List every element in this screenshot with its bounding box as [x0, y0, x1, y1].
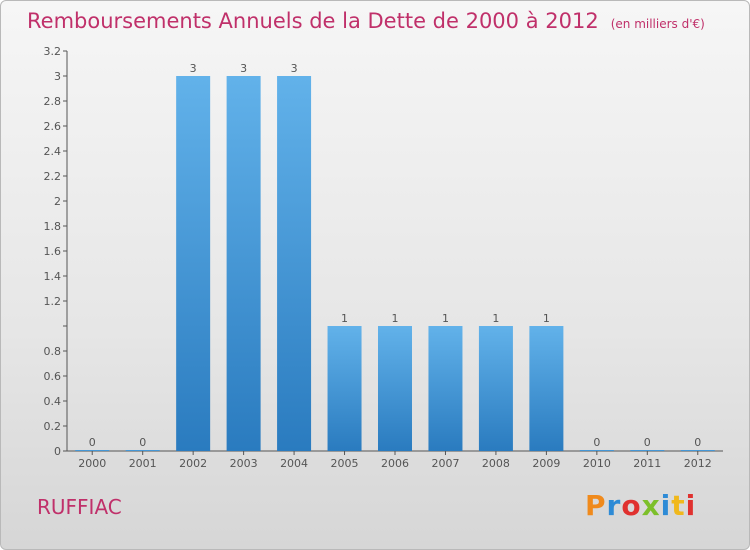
x-tick-label: 2009 [532, 457, 560, 470]
bar [680, 450, 715, 451]
x-tick-label: 2010 [583, 457, 611, 470]
x-tick-label: 2011 [633, 457, 661, 470]
bar [529, 326, 564, 451]
y-tick-label: 0.4 [44, 395, 62, 408]
y-tick-label: 0.6 [44, 370, 62, 383]
bar [277, 76, 312, 451]
bar [428, 326, 463, 451]
bar [478, 326, 513, 451]
logo-letter: P [585, 489, 607, 522]
bar-value-label: 1 [341, 312, 348, 325]
bar-value-label: 1 [442, 312, 449, 325]
bar-value-label: 3 [291, 62, 298, 75]
logo-letter: x [641, 489, 661, 522]
bar [176, 76, 211, 451]
y-tick-label: 1.6 [44, 245, 62, 258]
logo-letter: o [621, 489, 642, 522]
x-tick-label: 2008 [482, 457, 510, 470]
bar-value-label: 1 [492, 312, 499, 325]
logo-letter: i [685, 489, 697, 522]
chart-title: Remboursements Annuels de la Dette de 20… [27, 9, 705, 33]
y-tick-label: 0 [54, 445, 61, 458]
y-tick-label: 0.2 [44, 420, 62, 433]
x-tick-label: 2000 [78, 457, 106, 470]
bar-value-label: 0 [139, 436, 146, 449]
chart-title-text: Remboursements Annuels de la Dette de 20… [27, 9, 599, 33]
bar-value-label: 0 [694, 436, 701, 449]
bar [327, 326, 362, 451]
proxiti-logo: Proxiti [585, 489, 696, 522]
logo-letter: i [660, 489, 672, 522]
logo-letter: r [606, 489, 622, 522]
bar [125, 450, 160, 451]
y-tick-label: 2 [54, 195, 61, 208]
y-tick-label: 2.6 [44, 120, 62, 133]
x-tick-label: 2007 [431, 457, 459, 470]
bar-value-label: 0 [89, 436, 96, 449]
y-tick-label: 3 [54, 70, 61, 83]
y-tick-label: 1.2 [44, 295, 62, 308]
x-tick-label: 2004 [280, 457, 308, 470]
y-tick-label: 2.8 [44, 95, 62, 108]
x-tick-label: 2001 [129, 457, 157, 470]
chart-bars [75, 76, 715, 451]
bar-value-label: 3 [240, 62, 247, 75]
bar-value-label: 1 [392, 312, 399, 325]
bar [75, 450, 110, 451]
x-tick-label: 2012 [684, 457, 712, 470]
logo-letter: t [671, 489, 686, 522]
bar [630, 450, 665, 451]
bar-value-label: 3 [190, 62, 197, 75]
chart-subtitle: (en milliers d'€) [610, 17, 705, 31]
commune-name: RUFFIAC [37, 495, 122, 519]
chart-labels: 2000 0 2001 0 2002 3 2003 3 2004 3 2005 1 2006 1 2007 1… [78, 62, 712, 470]
bar-value-label: 0 [644, 436, 651, 449]
y-tick-label: 2.4 [44, 145, 62, 158]
bar [226, 76, 261, 451]
x-tick-label: 2003 [230, 457, 258, 470]
bar-value-label: 1 [543, 312, 550, 325]
bar-value-label: 0 [593, 436, 600, 449]
y-tick-label: 2.2 [44, 170, 62, 183]
chart-axes: 0 0.2 0.4 0.6 0.8 1.2 1.4 1.6 1.8 2 2.2 2.4 2.6 2.8 3 3… [44, 45, 723, 458]
x-tick-label: 2006 [381, 457, 409, 470]
bar [378, 326, 412, 451]
x-tick-label: 2005 [331, 457, 359, 470]
y-tick-label: 3.2 [44, 45, 62, 58]
y-tick-label: 0.8 [44, 345, 62, 358]
y-tick-label: 1.8 [44, 220, 62, 233]
bar [579, 450, 614, 451]
x-tick-label: 2002 [179, 457, 207, 470]
y-tick-label: 1.4 [44, 270, 62, 283]
